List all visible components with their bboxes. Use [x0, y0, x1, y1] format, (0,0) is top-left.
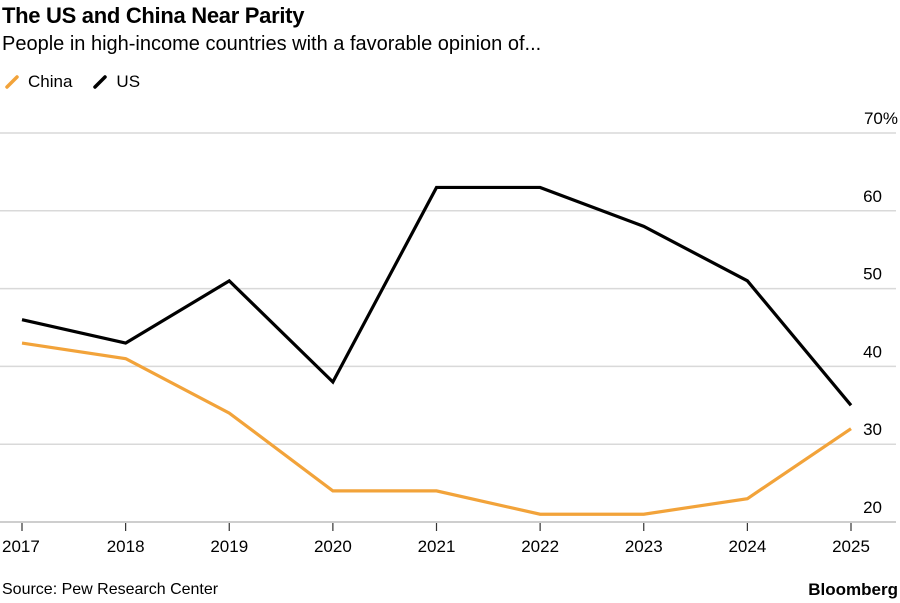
- x-tick-label: 2021: [418, 537, 456, 556]
- gridlines: [0, 132, 896, 523]
- line-swatch-icon: [5, 75, 19, 89]
- x-axis: 2017 2018 2019 2020 2021 2022 2023 2024 2025: [2, 523, 870, 556]
- chart-subtitle: People in high-income countries with a f…: [2, 33, 542, 55]
- series-line-us: [21, 185, 853, 407]
- y-tick-label: 30: [863, 420, 882, 439]
- chart-title: The US and China Near Parity: [2, 3, 305, 28]
- legend-label-us: US: [116, 72, 141, 91]
- x-tick-label: 2020: [314, 537, 352, 556]
- brand-logo: Bloomberg: [808, 580, 898, 599]
- x-tick-label: 2024: [728, 537, 766, 556]
- series-line-china: [21, 341, 852, 516]
- x-tick-label: 2018: [107, 537, 145, 556]
- legend-label-china: China: [28, 72, 73, 91]
- source-note: Source: Pew Research Center: [2, 581, 219, 598]
- x-tick-label: 2022: [521, 537, 559, 556]
- y-tick-label: 60: [863, 187, 882, 206]
- y-axis-labels: 70% 60 50 40 30 20: [863, 109, 898, 517]
- legend-item-us: US: [92, 72, 140, 92]
- y-tick-label: 50: [863, 265, 882, 284]
- x-tick-label: 2025: [832, 537, 870, 556]
- y-tick-label: 20: [863, 498, 882, 517]
- legend-item-china: China: [4, 72, 72, 92]
- series-lines: [21, 185, 853, 516]
- y-tick-label: 40: [863, 342, 882, 361]
- line-swatch-icon: [93, 75, 108, 89]
- y-tick-label: 70%: [864, 109, 898, 128]
- legend: China US: [4, 72, 160, 92]
- x-tick-label: 2019: [210, 537, 248, 556]
- x-tick-label: 2023: [625, 537, 663, 556]
- x-tick-label: 2017: [2, 537, 40, 556]
